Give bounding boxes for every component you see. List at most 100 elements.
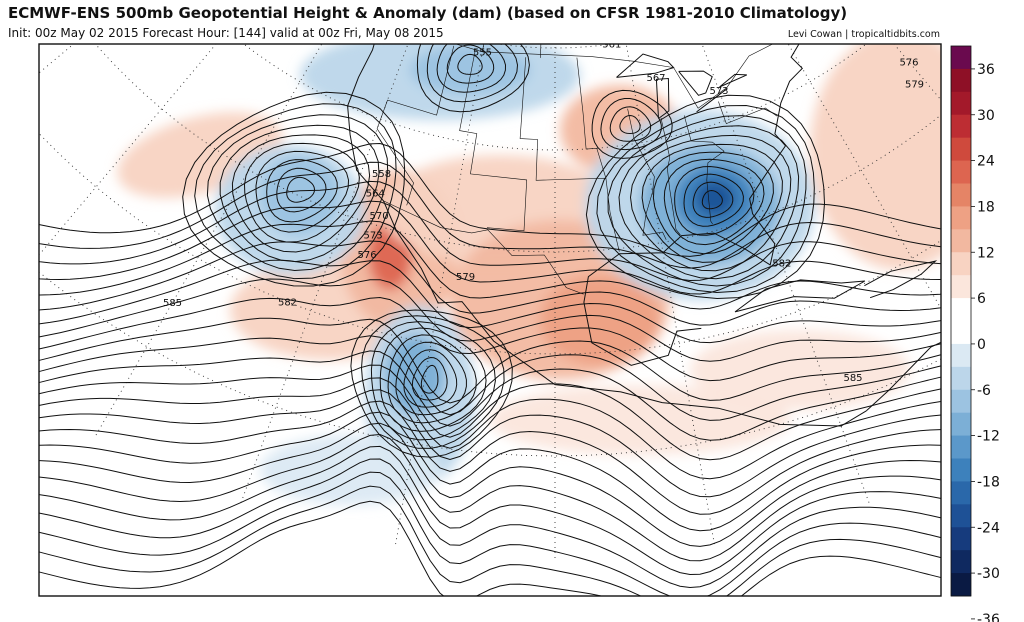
anomaly-area	[490, 385, 790, 455]
colorbar-tick-label: -24	[977, 520, 1000, 536]
colorbar-tick-label: -12	[977, 429, 1000, 445]
height-contour	[663, 158, 765, 246]
contour-label: 582	[772, 259, 791, 270]
border-path	[459, 50, 528, 232]
height-contour	[39, 485, 941, 596]
colorbar-swatch	[951, 573, 971, 597]
credit-text: Levi Cowan | tropicaltidbits.com	[787, 29, 940, 40]
contour-label: 570	[894, 22, 913, 33]
coastline-path	[864, 260, 938, 299]
height-contour	[276, 167, 327, 213]
colorbar-swatch	[951, 229, 971, 253]
anomaly-area	[260, 155, 340, 235]
height-contour	[387, 334, 477, 424]
anomaly-area	[540, 275, 660, 365]
height-contour	[39, 471, 941, 596]
height-contour	[243, 142, 360, 243]
latitude-line	[495, 44, 615, 49]
anomaly-area	[260, 435, 440, 505]
coastline-path	[696, 88, 728, 113]
colorbar-swatch	[951, 160, 971, 184]
height-contour	[436, 44, 507, 93]
colorbar-swatch	[951, 435, 971, 459]
contour-label: 555	[473, 47, 492, 58]
coastline-path	[347, 44, 867, 427]
contour-label: 579	[905, 79, 924, 90]
height-contour	[255, 150, 350, 233]
colorbar-swatch	[951, 321, 971, 345]
colorbar-swatch	[951, 183, 971, 207]
height-contour	[618, 125, 800, 280]
contour-label-bg	[177, 29, 195, 41]
coastline-path	[365, 0, 386, 29]
contour-label: 582	[278, 298, 297, 309]
height-contour	[701, 189, 723, 210]
contour-label: 576	[358, 250, 377, 261]
contour-label: 564	[880, 7, 899, 18]
contour-label: 585	[163, 298, 182, 309]
height-contour	[416, 44, 530, 113]
colorbar-swatch	[951, 389, 971, 414]
border-path	[519, 57, 620, 252]
border-path	[576, 57, 607, 179]
colorbar-tick-label: 6	[977, 291, 986, 307]
contour-label: 558	[372, 169, 391, 180]
contour-label: 585	[843, 373, 862, 384]
height-contour	[39, 458, 941, 589]
coastline-path	[678, 70, 713, 96]
height-contour	[350, 309, 513, 458]
colorbar-swatch	[951, 206, 971, 230]
height-contour	[420, 364, 439, 394]
chart-title: ECMWF-ENS 500mb Geopotential Height & An…	[8, 4, 848, 22]
contour-label: 573	[709, 86, 728, 97]
contour-label: 576	[899, 57, 918, 68]
colorbar-swatch	[951, 481, 971, 505]
height-contour	[286, 176, 316, 203]
colorbar-tick-label: 36	[977, 62, 995, 78]
height-contour	[39, 350, 941, 441]
height-contour	[370, 321, 496, 441]
colorbar-frame	[950, 45, 972, 597]
height-contour	[39, 142, 941, 257]
coastline-path	[866, 341, 941, 412]
height-contour	[596, 104, 815, 294]
border-path	[454, 44, 774, 109]
height-contour	[39, 220, 941, 310]
latitude-line	[39, 132, 941, 355]
colorbar-swatch	[951, 275, 971, 299]
height-contour	[607, 115, 807, 287]
height-contour	[39, 259, 941, 344]
lat-lon-grid	[39, 44, 941, 558]
contour-label: 579	[456, 272, 475, 283]
height-contour	[39, 389, 941, 498]
height-contour	[39, 296, 941, 382]
height-contour	[446, 44, 495, 84]
colorbar-swatch	[951, 114, 971, 139]
colorbar-tick-label: 0	[977, 337, 986, 353]
colorbar-swatch	[951, 298, 971, 322]
height-contour	[39, 317, 941, 404]
border-path	[412, 0, 450, 33]
anomaly-area	[810, 44, 941, 270]
contour-label: 576	[177, 31, 196, 42]
height-contour	[39, 240, 941, 326]
contour-labels: 5465375345435405405465555645705765795285…	[163, 0, 924, 384]
height-contour	[39, 180, 941, 282]
colorbar-tick-label: 24	[977, 154, 995, 170]
colorbar-swatch	[951, 366, 971, 391]
coastline-path	[616, 53, 675, 78]
colorbar-swatch	[951, 46, 971, 70]
colorbar-tick-label: -6	[977, 383, 991, 399]
colorbar-tick-label: -30	[977, 566, 1000, 582]
colorbar-tick-label: 18	[977, 199, 995, 215]
height-contour	[39, 500, 941, 596]
coastlines	[347, 0, 941, 427]
height-contour	[39, 200, 941, 295]
contour-label-bg	[867, 0, 885, 2]
colorbar-swatch	[951, 550, 971, 574]
height-contour	[585, 94, 826, 300]
height-contour	[629, 134, 792, 272]
height-contour	[39, 278, 941, 362]
